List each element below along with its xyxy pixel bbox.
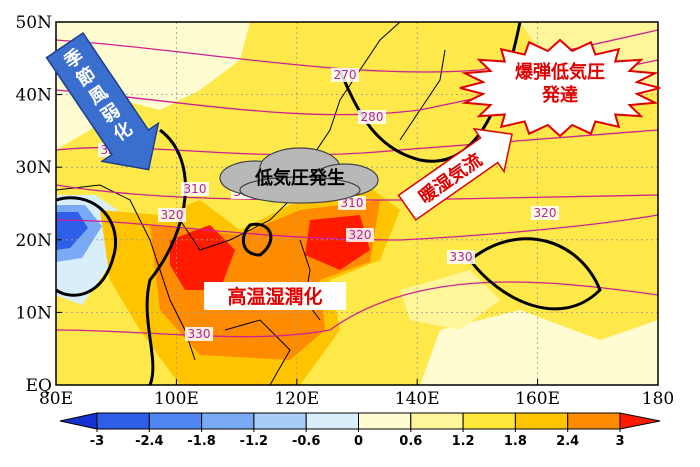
arrow-shape — [45, 31, 160, 171]
x-tick-label: 120E — [274, 389, 319, 409]
x-tick-label: 80E — [39, 389, 73, 409]
colorbar-segment — [201, 412, 255, 430]
x-tick-label: 180 — [642, 389, 674, 409]
contour-label-bg — [346, 228, 374, 242]
colorbar-segment — [410, 412, 464, 430]
label-box — [204, 282, 346, 310]
contour-label: 280 — [361, 110, 384, 124]
colorbar-segment — [462, 412, 516, 430]
contour-label-bg — [447, 250, 475, 264]
colorbar-label: 3 — [615, 434, 624, 449]
y-tick-label: EQ — [26, 376, 52, 396]
colorbar-segment — [567, 412, 621, 430]
contour-label-bg — [531, 206, 559, 220]
contour-label-bg — [181, 182, 209, 196]
field-patch — [56, 212, 88, 250]
colorbar: -3 -2.4 -1.8 -1.2 -0.6 0 0.6 1.2 1.8 2.4 3 — [59, 412, 661, 449]
colorbar-label: 0.6 — [399, 434, 422, 449]
contour-label-bg — [331, 68, 359, 82]
colorbar-segment — [253, 412, 307, 430]
x-tick-label: 140E — [395, 389, 440, 409]
contour-label: 330 — [188, 327, 211, 341]
y-tick-label: 10N — [15, 303, 52, 323]
colorbar-label: -2.4 — [135, 434, 163, 449]
y-tick-label: 50N — [15, 13, 52, 33]
contour-label-bg — [185, 327, 213, 341]
colorbar-segment — [514, 412, 569, 430]
colorbar-end — [59, 412, 98, 430]
hot-humid-label: 高温湿潤化 — [227, 285, 322, 308]
colorbar-label: -3 — [90, 434, 104, 449]
axes: 80E 100E 120E 140E 160E 180 EQ 10N 20N 30N 40N 50N — [15, 13, 674, 409]
cyclogenesis-label: 低気圧発生 — [254, 167, 345, 189]
contour-label: 320 — [161, 208, 184, 222]
colorbar-segment — [358, 412, 412, 430]
colorbar-segment — [305, 412, 360, 430]
bomb-cyclone-label: 発達 — [541, 84, 578, 106]
x-tick-label: 160E — [515, 389, 560, 409]
cloud — [219, 147, 379, 204]
contour-label: 310 — [184, 182, 207, 196]
colorbar-label: 1.8 — [504, 434, 527, 449]
contour-label: 310 — [341, 196, 364, 210]
contour-label-bg — [358, 110, 386, 124]
contour-label: 330 — [450, 250, 473, 264]
contour-label-bg — [338, 196, 366, 210]
field-patch — [400, 270, 500, 330]
y-tick-label: 30N — [15, 158, 52, 178]
colorbar-segment — [96, 412, 150, 430]
contour-label: 270 — [334, 68, 357, 82]
colorbar-label: -1.8 — [187, 434, 215, 449]
field-patch — [420, 310, 658, 385]
map-frame — [55, 21, 659, 386]
arrow-shape — [397, 127, 513, 221]
starburst — [459, 38, 661, 138]
contour-label: 320 — [534, 206, 557, 220]
y-tick-label: 40N — [15, 86, 52, 106]
colorbar-segment — [148, 412, 203, 430]
colorbar-end — [619, 412, 661, 430]
colorbar-label: -1.2 — [240, 434, 268, 449]
field-patch — [170, 225, 235, 290]
colorbar-label: 2.4 — [556, 434, 579, 449]
contour-label: 320 — [349, 228, 372, 242]
colorbar-label: 1.2 — [452, 434, 475, 449]
bomb-cyclone-label: 爆弾低気圧 — [515, 61, 605, 83]
colorbar-label: -0.6 — [292, 434, 320, 449]
colorbar-label: 0 — [354, 434, 363, 449]
height-contours — [56, 29, 658, 338]
contour-label-bg — [158, 208, 186, 222]
x-tick-label: 100E — [154, 389, 199, 409]
y-tick-label: 20N — [15, 231, 52, 251]
